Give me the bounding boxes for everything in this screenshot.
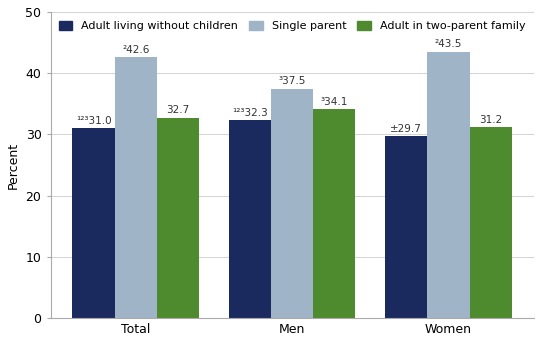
Text: 31.2: 31.2 — [479, 115, 502, 125]
Y-axis label: Percent: Percent — [7, 142, 20, 189]
Text: ¹²³32.3: ¹²³32.3 — [232, 108, 268, 118]
Bar — [157, 118, 199, 318]
Bar — [469, 127, 512, 318]
Bar — [115, 57, 157, 318]
Text: ¹²³31.0: ¹²³31.0 — [76, 116, 111, 126]
Text: ³34.1: ³34.1 — [321, 97, 348, 107]
Bar — [229, 120, 271, 318]
Bar — [313, 109, 356, 318]
Text: ±29.7: ±29.7 — [390, 124, 422, 134]
Text: ²42.6: ²42.6 — [122, 45, 150, 55]
Bar — [427, 52, 469, 318]
Bar — [72, 128, 115, 318]
Bar — [271, 88, 313, 318]
Text: ³37.5: ³37.5 — [278, 76, 306, 86]
Legend: Adult living without children, Single parent, Adult in two-parent family: Adult living without children, Single pa… — [56, 17, 529, 35]
Text: 32.7: 32.7 — [166, 105, 190, 116]
Text: ²43.5: ²43.5 — [435, 39, 462, 49]
Bar — [385, 136, 427, 318]
